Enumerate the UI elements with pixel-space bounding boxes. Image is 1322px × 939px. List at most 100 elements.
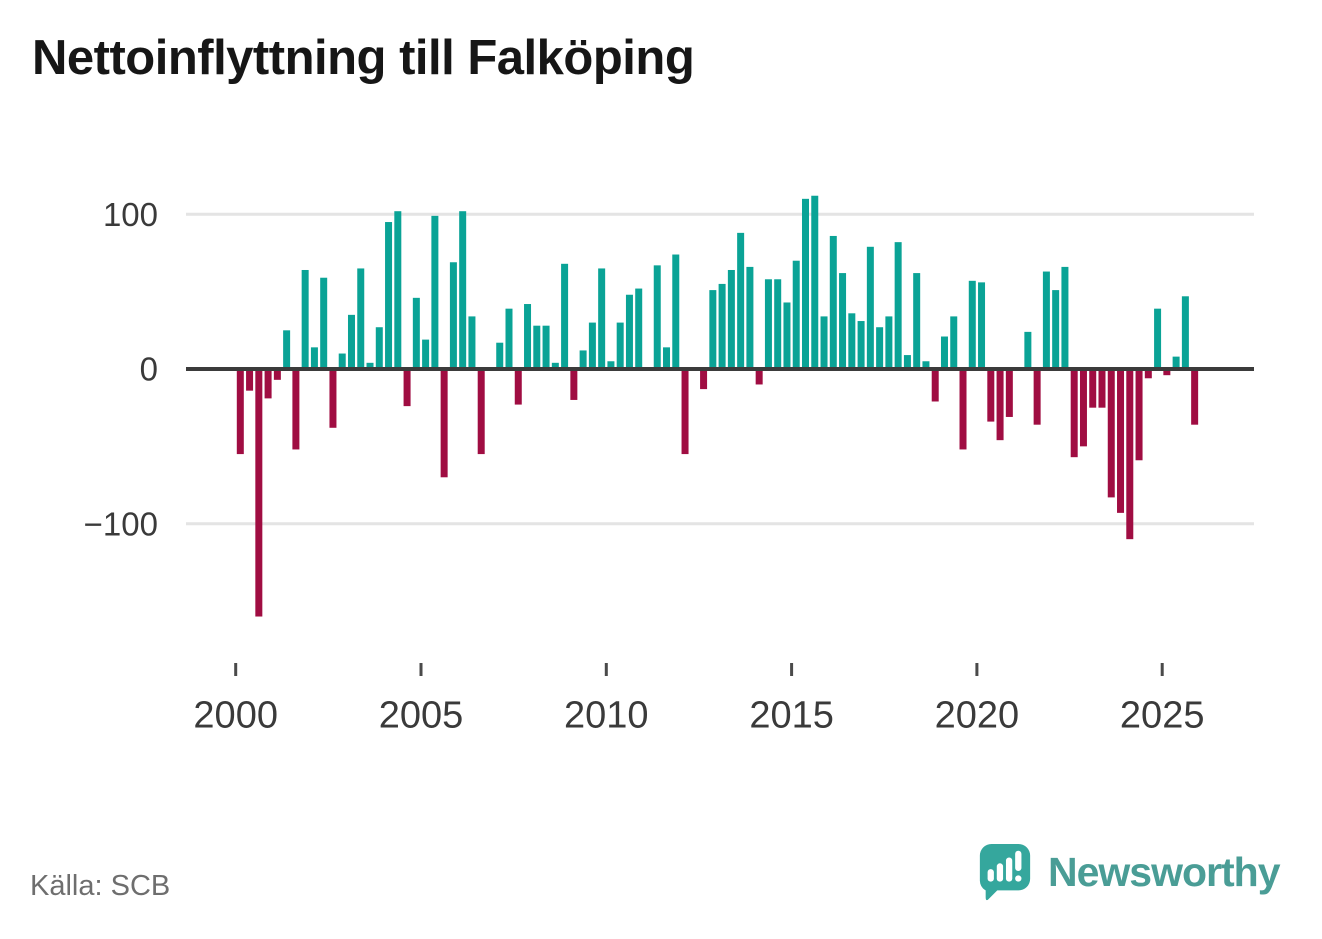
x-tick-label: 2000 — [193, 694, 278, 736]
bar-2024Q2 — [1135, 369, 1143, 461]
bar-2002Q3 — [329, 369, 337, 428]
bar-2006Q3 — [477, 369, 485, 455]
logo-bar-large — [1005, 857, 1013, 882]
x-tick-label: 2015 — [749, 694, 834, 736]
bar-2013Q2 — [727, 269, 735, 369]
bar-2025Q1 — [1163, 369, 1171, 376]
bar-2001Q3 — [292, 369, 300, 450]
bar-2018Q4 — [931, 369, 939, 402]
bar-2017Q3 — [885, 316, 893, 369]
bar-2005Q2 — [431, 215, 439, 369]
bar-2022Q4 — [1079, 369, 1087, 447]
bar-2024Q4 — [1154, 308, 1162, 369]
x-tick-label: 2005 — [379, 694, 464, 736]
bar-2012Q4 — [709, 290, 717, 369]
bar-2003Q4 — [375, 327, 383, 369]
x-tick-label: 2020 — [935, 694, 1020, 736]
logo-bubble — [979, 843, 1031, 901]
bar-2021Q3 — [1033, 369, 1041, 425]
y-tick-label: 100 — [103, 196, 158, 233]
bar-2023Q1 — [1089, 369, 1097, 408]
bar-2017Q2 — [876, 327, 884, 369]
bar-2016Q2 — [839, 273, 847, 369]
bar-2013Q4 — [746, 266, 754, 369]
bar-2015Q3 — [811, 195, 819, 369]
bar-2003Q3 — [366, 362, 374, 369]
bar-2005Q1 — [422, 339, 430, 369]
bar-2000Q3 — [255, 369, 263, 617]
y-tick-label: −100 — [84, 505, 158, 542]
bar-2025Q3 — [1181, 296, 1189, 369]
bar-2015Q1 — [792, 260, 800, 369]
bar-2013Q3 — [737, 232, 745, 369]
bar-2009Q3 — [588, 322, 596, 369]
bar-2025Q2 — [1172, 356, 1180, 369]
bar-2023Q3 — [1107, 369, 1115, 498]
bar-2014Q2 — [764, 279, 772, 369]
bar-2019Q3 — [959, 369, 967, 450]
bar-2007Q1 — [496, 342, 504, 369]
bar-2019Q4 — [968, 280, 976, 369]
logo-bar-small — [987, 869, 994, 882]
bar-2020Q4 — [1005, 369, 1013, 417]
bar-2021Q4 — [1042, 271, 1050, 369]
bar-2001Q2 — [283, 330, 291, 369]
bar-2014Q3 — [774, 279, 782, 369]
bar-2022Q2 — [1061, 266, 1069, 369]
bar-2007Q3 — [514, 369, 522, 405]
bar-2016Q3 — [848, 313, 856, 369]
bar-2001Q4 — [301, 269, 309, 369]
bar-2018Q3 — [922, 361, 930, 369]
bar-2015Q2 — [801, 198, 809, 369]
newsworthy-logo-icon — [979, 843, 1031, 901]
bar-2000Q4 — [264, 369, 272, 399]
bar-2000Q1 — [236, 369, 244, 455]
x-tick-label: 2010 — [564, 694, 649, 736]
bar-2017Q1 — [866, 246, 874, 369]
bar-2018Q2 — [913, 273, 921, 369]
logo-bar-medium — [996, 863, 1004, 882]
bar-2024Q1 — [1126, 369, 1134, 540]
newsworthy-brand-name: Newsworthy — [1048, 848, 1280, 895]
bar-2008Q1 — [533, 325, 541, 369]
bar-2002Q2 — [320, 277, 328, 369]
bar-2013Q1 — [718, 283, 726, 369]
bar-2010Q2 — [616, 322, 624, 369]
bar-2020Q1 — [978, 282, 986, 369]
bar-2015Q4 — [820, 316, 828, 369]
bar-2019Q1 — [940, 336, 948, 369]
bar-2001Q1 — [273, 369, 281, 380]
bar-2018Q1 — [903, 355, 911, 369]
bar-2002Q4 — [338, 353, 346, 369]
bar-2012Q3 — [700, 369, 708, 390]
bar-2023Q2 — [1098, 369, 1106, 408]
bar-2004Q4 — [412, 297, 420, 369]
bar-2010Q4 — [635, 288, 643, 369]
bar-2000Q2 — [246, 369, 254, 391]
bar-2005Q4 — [449, 262, 457, 369]
bar-2006Q1 — [459, 211, 467, 369]
bar-2016Q1 — [829, 235, 837, 369]
bar-2011Q3 — [663, 347, 671, 369]
bar-2017Q4 — [894, 242, 902, 369]
bar-2023Q4 — [1117, 369, 1125, 513]
bar-2009Q2 — [579, 350, 587, 369]
bar-2009Q1 — [570, 369, 578, 400]
bar-2006Q2 — [468, 316, 476, 369]
bar-2003Q1 — [347, 314, 355, 369]
bar-2003Q2 — [357, 268, 365, 369]
bar-2007Q4 — [524, 304, 532, 369]
logo-exclamation-stem — [1015, 850, 1022, 872]
y-tick-label: 0 — [140, 351, 158, 388]
bar-2012Q1 — [681, 369, 689, 455]
bar-2004Q2 — [394, 211, 402, 369]
bar-2014Q1 — [755, 369, 763, 385]
bar-2020Q3 — [996, 369, 1004, 441]
bar-2024Q3 — [1144, 369, 1152, 379]
bar-2025Q4 — [1191, 369, 1199, 425]
bar-2011Q4 — [672, 254, 680, 369]
bar-2002Q1 — [310, 347, 318, 369]
bar-2020Q2 — [987, 369, 995, 422]
bar-2010Q3 — [625, 294, 633, 369]
